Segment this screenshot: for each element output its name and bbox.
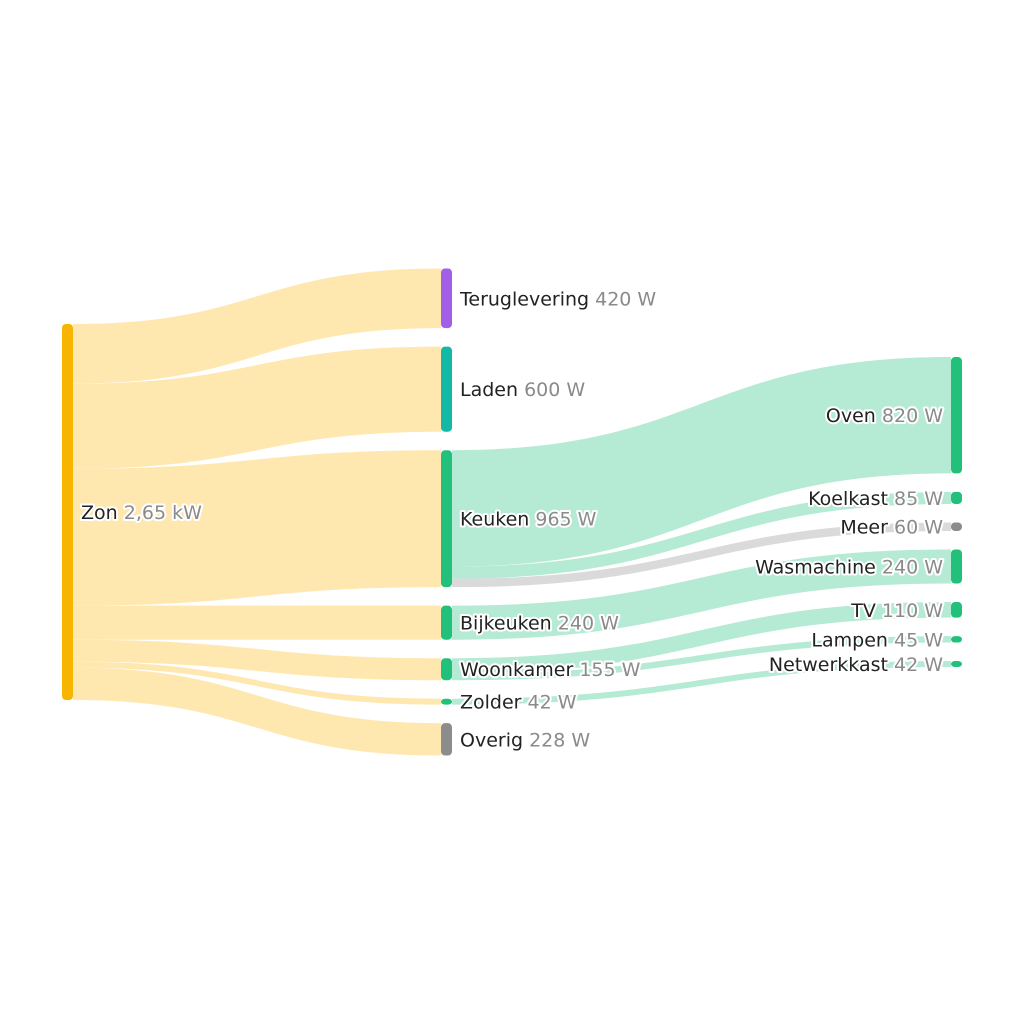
link (73, 268, 441, 384)
node-name: Zolder (460, 691, 522, 713)
node-value: 155 W (579, 659, 640, 681)
link (73, 661, 441, 705)
node-name: Netwerkkast (769, 653, 888, 675)
links (73, 268, 951, 756)
node-label: Keuken 965 W (460, 508, 597, 530)
node-name: Lampen (811, 629, 888, 651)
node-value: 45 W (894, 629, 943, 651)
nodes (62, 268, 962, 756)
node (441, 605, 452, 640)
node (951, 357, 962, 474)
link (73, 346, 441, 469)
node-label: Zolder 42 W (460, 691, 577, 713)
node (441, 346, 452, 432)
node (951, 602, 962, 618)
link (73, 605, 441, 640)
node-value: 820 W (882, 405, 943, 427)
node-name: Koelkast (808, 487, 888, 509)
node-value: 228 W (529, 729, 590, 751)
node-name: Overig (460, 729, 523, 751)
node-value: 240 W (882, 556, 943, 578)
node-name: Oven (826, 405, 876, 427)
node (441, 658, 452, 681)
node-label: Overig 228 W (460, 729, 590, 751)
link (452, 491, 951, 579)
node-label: Meer 60 W (840, 516, 943, 538)
link (452, 636, 951, 681)
node (441, 268, 452, 329)
node-label: Oven 820 W (826, 405, 943, 427)
node-name: Laden (460, 379, 518, 401)
node (441, 723, 452, 756)
link (452, 357, 951, 567)
node-value: 420 W (595, 288, 656, 310)
node-label: Lampen 45 W (811, 629, 943, 651)
node-name: Wasmachine (755, 556, 876, 578)
node-name: Keuken (460, 508, 529, 530)
link (452, 602, 951, 674)
node-value: 600 W (524, 379, 585, 401)
labels: Zon 2,65 kW Teruglevering 420 W Laden 600 … (79, 286, 945, 753)
node-value: 965 W (535, 508, 596, 530)
node-label: Koelkast 85 W (808, 487, 943, 509)
node-value: 110 W (882, 599, 943, 621)
node-value: 42 W (894, 653, 943, 675)
node-label: Wasmachine 240 W (755, 556, 943, 578)
node-name: Teruglevering (459, 288, 589, 310)
node-label: Zon 2,65 kW (81, 502, 202, 524)
node-label: Laden 600 W (460, 379, 585, 401)
node-value: 240 W (558, 612, 619, 634)
node (62, 323, 73, 701)
link (73, 667, 441, 756)
link (73, 639, 441, 681)
node-label: Teruglevering 420 W (459, 288, 656, 310)
node-name: Zon (81, 502, 118, 524)
node-label: Bijkeuken 240 W (460, 612, 619, 634)
node-name: Meer (840, 516, 888, 538)
node-label: Woonkamer 155 W (460, 659, 641, 681)
node-name: TV (850, 599, 876, 621)
node (951, 636, 962, 643)
link (452, 661, 951, 705)
node (951, 549, 962, 584)
node-value: 2,65 kW (124, 502, 202, 524)
node-label: TV 110 W (850, 599, 943, 621)
node (951, 522, 962, 531)
node-value: 42 W (528, 691, 577, 713)
node-name: Woonkamer (460, 659, 573, 681)
node (441, 698, 452, 705)
node-name: Bijkeuken (460, 612, 552, 634)
link (452, 549, 951, 640)
node (951, 491, 962, 504)
link (73, 450, 441, 606)
node (951, 661, 962, 667)
link (452, 522, 951, 588)
node (441, 450, 452, 588)
node-value: 85 W (894, 487, 943, 509)
node-value: 60 W (894, 516, 943, 538)
node-label: Netwerkkast 42 W (769, 653, 943, 675)
